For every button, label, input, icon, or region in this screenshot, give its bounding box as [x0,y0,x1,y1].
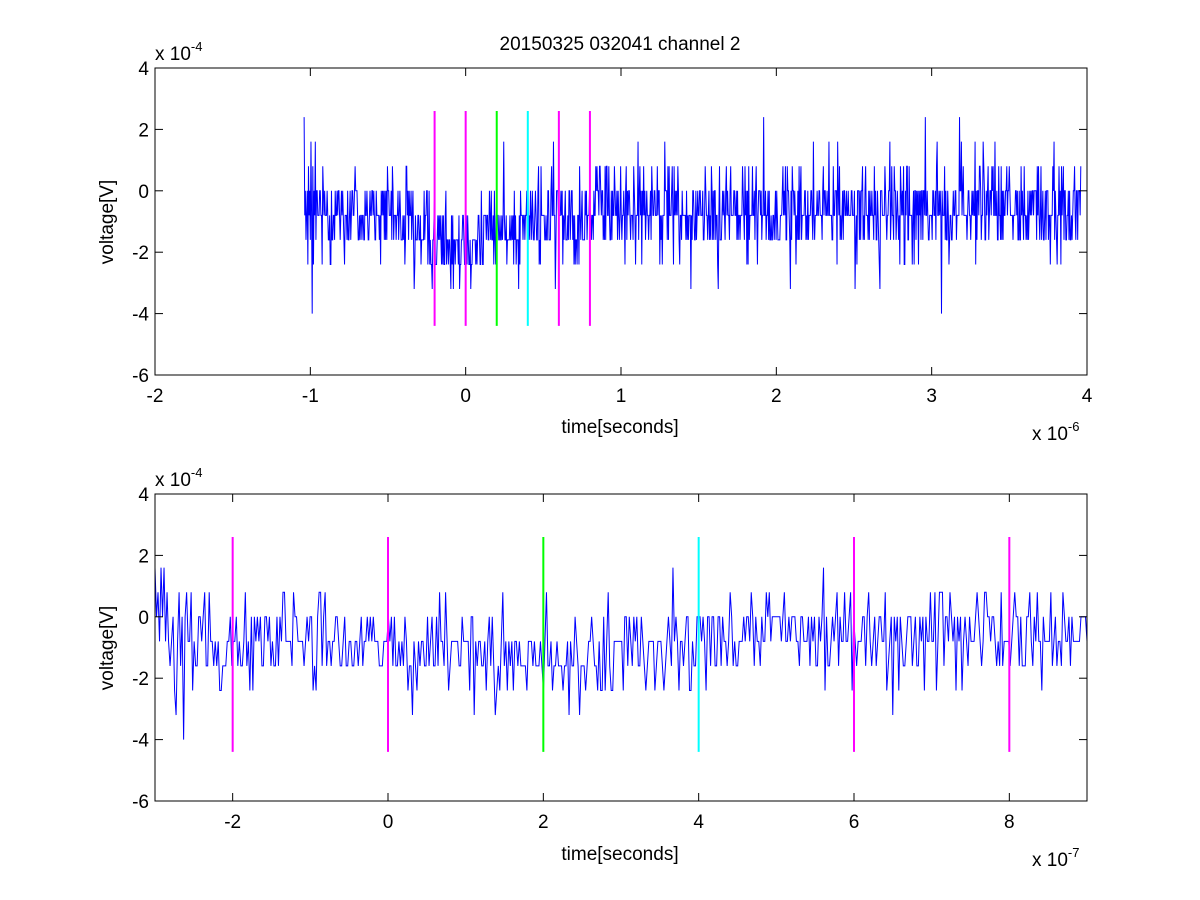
bottom-x-multiplier-base: x 10 [1032,850,1068,871]
top-y-tick-label: 2 [138,120,149,141]
top-x-tick-label: 1 [616,386,627,407]
bottom-y-multiplier-base: x 10 [155,470,191,491]
top-y-multiplier-exponent: -4 [191,39,203,54]
bottom-y-tick-label: 4 [138,485,149,506]
bottom-x-tick-label: 2 [538,812,549,833]
top-voltage-trace [303,117,1082,314]
top-x-tick-label: -1 [302,386,319,407]
top-x-tick-label: 3 [926,386,937,407]
bottom-voltage-trace [154,567,1088,740]
bottom-y-multiplier-exponent: -4 [191,465,203,480]
bottom-x-tick-label: 4 [693,812,704,833]
bottom-y-axis-label: voltage[V] [97,606,118,691]
bottom-x-tick-label: 0 [383,812,394,833]
bottom-marker-layer [231,536,1011,752]
top-y-multiplier-base: x 10 [155,44,191,65]
top-x-tick-label: 4 [1082,386,1093,407]
top-tick-layer: -2 -1 0 1 2 3 4 -6 -4 -2 0 2 4 [132,59,1093,407]
top-x-multiplier: x 10-6 [1032,419,1079,445]
bottom-x-multiplier-exponent: -7 [1068,845,1080,860]
bottom-y-tick-label: 0 [138,608,149,629]
bottom-x-tick-label: 8 [1004,812,1015,833]
bottom-x-axis-label: time[seconds] [561,844,678,865]
top-y-tick-label: 0 [138,182,149,203]
top-y-tick-label: -6 [132,366,149,387]
bottom-y-tick-label: -4 [132,731,149,752]
top-x-tick-label: 2 [771,386,782,407]
bottom-y-multiplier: x 10-4 [155,465,202,491]
top-x-multiplier-exponent: -6 [1068,419,1080,434]
bottom-x-tick-label: 6 [849,812,860,833]
top-x-tick-label: -2 [147,386,164,407]
top-trace-layer [303,117,1082,314]
bottom-axes-box [154,493,1088,802]
bottom-x-multiplier: x 10-7 [1032,845,1079,871]
bottom-y-tick-label: -6 [132,792,149,813]
top-y-multiplier: x 10-4 [155,39,202,65]
bottom-trace-layer [154,567,1088,740]
bottom-x-tick-label: -2 [224,812,241,833]
bottom-y-tick-label: -2 [132,669,149,690]
top-marker-layer [433,110,591,326]
top-y-axis-label: voltage[V] [97,180,118,265]
top-y-tick-label: 4 [138,59,149,80]
top-y-tick-label: -2 [132,243,149,264]
top-x-axis-label: time[seconds] [561,417,678,438]
bottom-tick-layer: -2 0 2 4 6 8 -6 -4 -2 0 2 4 [132,485,1087,833]
figure-title: 20150325 032041 channel 2 [500,34,741,55]
bottom-y-tick-label: 2 [138,546,149,567]
bottom-subplot: -2 0 2 4 6 8 -6 -4 -2 0 2 4 time[seconds] voltage[V… [97,465,1088,871]
top-x-tick-label: 0 [460,386,471,407]
top-y-tick-label: -4 [132,305,149,326]
top-x-multiplier-base: x 10 [1032,424,1068,445]
